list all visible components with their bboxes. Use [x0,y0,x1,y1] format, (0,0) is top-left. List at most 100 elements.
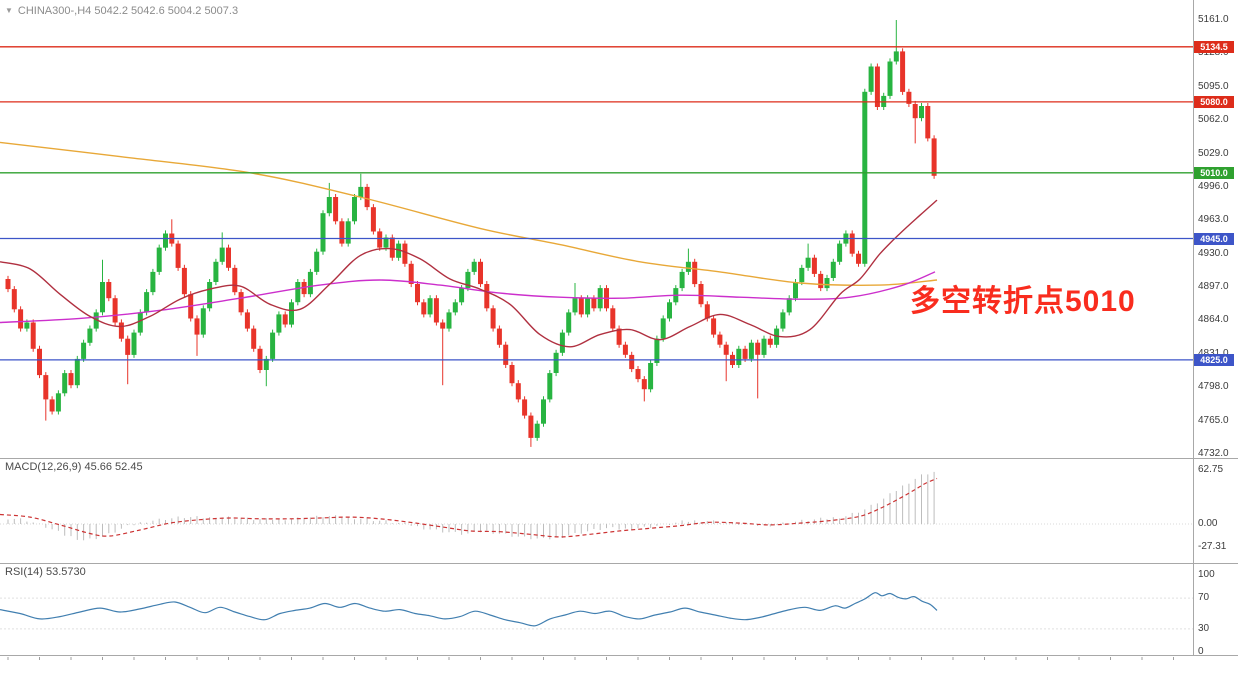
candle-body [289,302,294,325]
candle-body [276,314,282,333]
candle-body [484,284,490,309]
candle-body [931,138,937,176]
candle-body [232,267,238,293]
rsi-axis-tick: 0 [1198,646,1204,657]
candle-body [919,106,924,119]
candle-body [150,271,156,293]
panel-resize-divider[interactable] [0,458,1238,459]
chart-title-ohlc: CHINA300-,H4 5042.2 5042.6 5004.2 5007.3 [17,5,239,17]
candle-body [389,237,395,258]
candle-body [383,237,389,248]
level-price-tag: 5134.5 [1194,41,1234,53]
ma-fast-line [0,199,938,348]
candle-body [144,292,150,313]
candle-body [194,318,200,335]
candle-body [11,289,17,310]
candle-body [364,186,370,208]
candle-body [553,352,559,373]
level-price-tag: 4825.0 [1194,354,1234,366]
candle-body [370,207,376,232]
macd-signal-line [0,477,938,538]
candle-body [717,334,723,345]
candle-body [402,243,408,264]
candle-body [68,373,74,386]
candle-body [478,261,483,285]
candle-body [326,197,332,214]
candle-body [761,338,767,355]
candle-body [818,273,824,289]
candle-body [131,332,137,355]
price-axis-tick: 5095.0 [1198,81,1229,92]
level-price-tag: 4945.0 [1194,233,1234,245]
candle-body [648,363,654,390]
candle-body [893,51,899,62]
candle-body [421,302,427,315]
candle-body [748,342,754,359]
candle-body [55,393,61,412]
candle-body [723,344,729,355]
candle-body [251,328,257,349]
candle-body [496,328,502,345]
candle-body [660,318,666,339]
collapse-chart-icon[interactable]: ▼ [5,6,13,15]
candle-body [610,308,616,329]
candle-body [30,322,36,349]
candle-body [446,312,452,329]
candle-body [667,302,672,319]
candle-body [352,197,357,222]
candle-body [692,261,698,285]
candle-body [837,243,843,262]
candle-body [427,298,433,315]
candle-body [333,197,339,222]
candle-body [541,399,546,424]
candle-body [906,91,912,104]
candle-body [830,261,836,278]
candle-body [213,261,219,282]
candle-body [629,354,635,370]
candle-body [345,221,351,244]
candle-body [282,314,288,325]
candle-body [125,338,131,355]
macd-axis-tick: -27.31 [1198,541,1227,552]
rsi-axis-tick: 70 [1198,592,1210,603]
candle-body [226,247,231,268]
price-axis-tick: 4963.0 [1198,214,1229,225]
candle-body [811,257,817,274]
candle-body [320,213,326,252]
candle-body [490,308,496,329]
candle-body [452,302,458,313]
panel-resize-divider[interactable] [0,655,1238,656]
candle-body [408,263,414,284]
candle-body [106,282,112,299]
candle-body [503,344,509,365]
candle-body [156,247,162,272]
candle-body [100,282,105,313]
candle-body [780,312,786,329]
candle-body [24,322,30,329]
candle-body [515,383,521,400]
candle-body [471,261,477,272]
ma-slow-line [0,141,938,286]
candle-body [118,322,124,339]
candle-body [849,233,855,254]
candle-body [572,298,578,313]
price-axis-tick: 4996.0 [1198,181,1229,192]
candle-body [654,338,660,363]
price-axis-tick: 4765.0 [1198,415,1229,426]
candle-body [49,399,55,412]
candle-body [742,348,748,359]
price-axis-tick: 5161.0 [1198,14,1229,25]
candle-body [175,243,181,268]
candle-body [578,298,584,315]
candle-body [585,298,591,315]
candle-body [339,221,345,244]
candle-body [440,322,446,329]
candle-body [679,271,685,289]
panel-resize-divider[interactable] [0,563,1238,564]
candle-body [81,342,87,359]
candle-body [862,91,868,264]
candle-body [528,415,534,438]
candle-body [465,271,471,289]
